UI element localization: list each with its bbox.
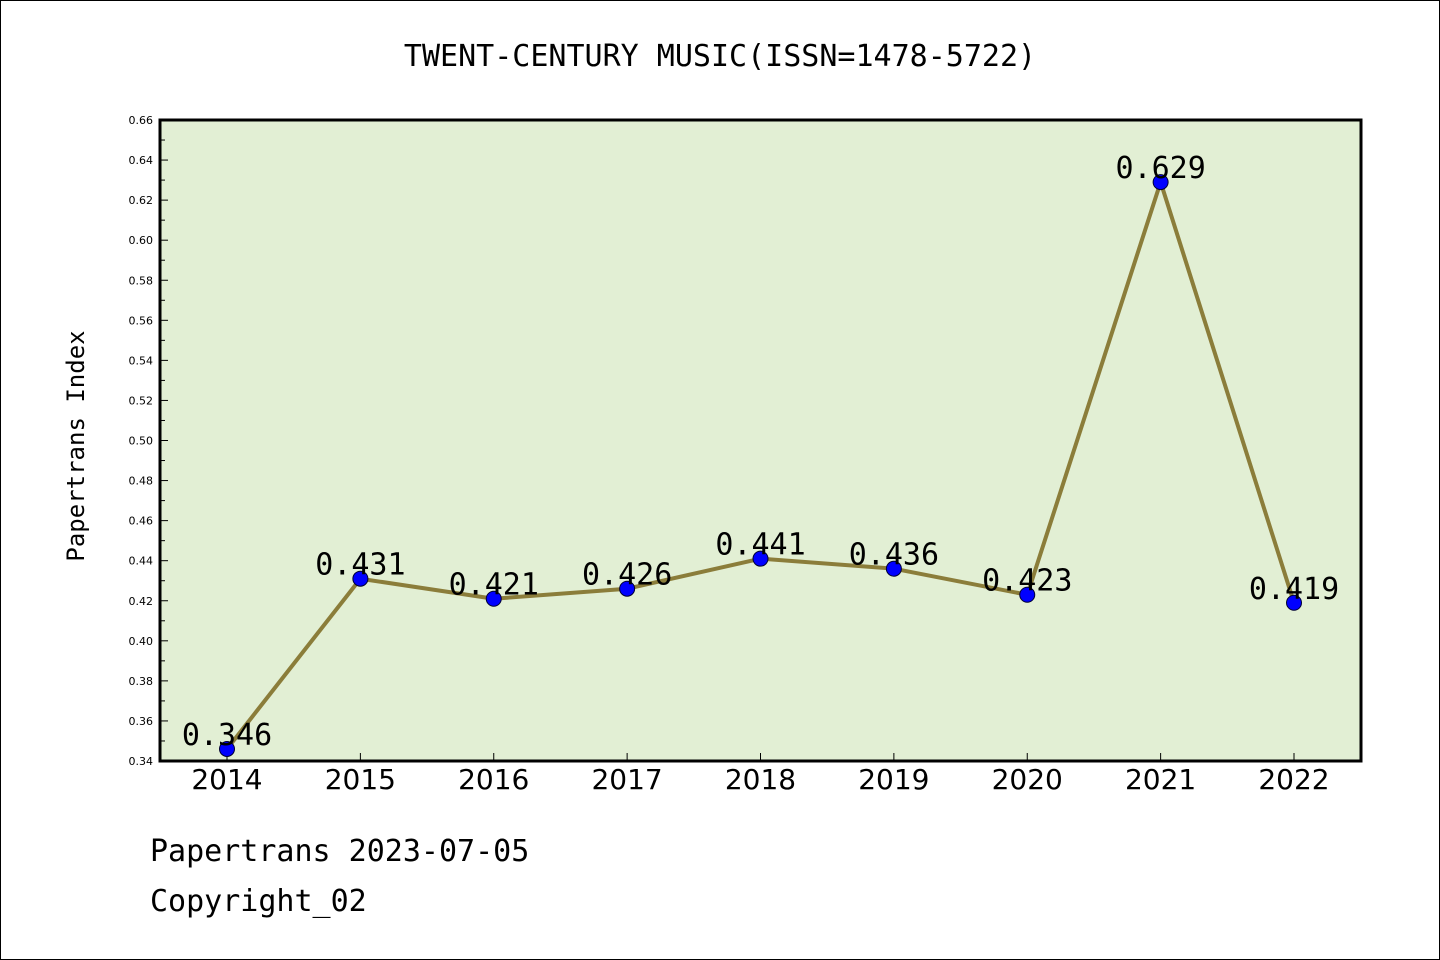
data-label: 0.441	[715, 528, 805, 563]
data-point-marker	[485, 590, 502, 607]
data-label: 0.431	[315, 548, 405, 583]
footer-copyright: Copyright_02	[150, 884, 367, 919]
footer-date: Papertrans 2023-07-05	[150, 834, 530, 869]
series-line-segment	[758, 556, 896, 571]
data-point-marker	[619, 580, 636, 597]
y-tick-label: 0.40	[129, 635, 154, 648]
x-tick-label: 2018	[725, 763, 796, 796]
x-tick-label: 2020	[992, 763, 1063, 796]
x-tick-label: 2019	[858, 763, 929, 796]
x-tick-label: 2017	[591, 763, 662, 796]
data-labels: 0.346 0.431 0.421 0.426 0.441 0.436 0.423 0.629…	[182, 151, 1339, 753]
y-tick-label: 0.58	[129, 274, 154, 287]
y-tick-label: 0.36	[129, 715, 154, 728]
data-point-marker	[1286, 594, 1302, 611]
x-axis-ticks: 2014 2015 2016 2017 2018 2019 2020 2021 2022	[191, 753, 1330, 796]
y-tick-label: 0.62	[129, 194, 154, 207]
data-label: 0.423	[982, 564, 1072, 599]
y-tick-label: 0.38	[129, 675, 154, 688]
data-points	[219, 174, 1302, 757]
data-label: 0.629	[1115, 151, 1205, 186]
series-line-segment	[491, 586, 630, 601]
plot-area	[158, 118, 1363, 763]
y-tick-label: 0.34	[129, 755, 154, 768]
y-tick-label: 0.54	[129, 354, 154, 367]
y-tick-label: 0.60	[129, 234, 154, 247]
series-line-segment	[1025, 180, 1163, 597]
data-label: 0.426	[582, 558, 672, 593]
series-line-segment	[1158, 180, 1296, 605]
y-tick-label: 0.64	[129, 154, 154, 167]
data-point-marker	[1152, 174, 1169, 191]
series-line-segment	[358, 576, 496, 601]
x-tick-label: 2015	[325, 763, 396, 796]
y-axis-ticks: 0.34 0.36 0.38 0.40 0.42 0.44 0.46 0.48 0.50 0.52…	[129, 114, 168, 768]
x-tick-label: 2016	[458, 763, 529, 796]
x-tick-label: 2021	[1125, 763, 1196, 796]
x-tick-label: 2014	[191, 763, 262, 796]
data-label: 0.421	[449, 568, 539, 603]
y-tick-label: 0.52	[129, 394, 154, 407]
y-tick-label: 0.66	[129, 114, 154, 127]
y-tick-label: 0.44	[129, 555, 154, 568]
data-label: 0.436	[849, 538, 939, 573]
data-point-marker	[352, 570, 369, 587]
data-point-marker	[1019, 586, 1036, 603]
data-point-marker	[752, 550, 769, 567]
data-point-marker	[219, 740, 235, 757]
y-tick-label: 0.56	[129, 314, 154, 327]
series-line-segment	[225, 576, 363, 751]
x-tick-label: 2022	[1258, 763, 1329, 796]
y-tick-label: 0.48	[129, 475, 154, 488]
series-line-segment	[625, 556, 763, 591]
y-tick-label: 0.46	[129, 515, 154, 528]
series-line-group	[225, 180, 1296, 751]
data-label: 0.346	[182, 718, 272, 753]
series-line-segment	[891, 566, 1030, 597]
chart-title: TWENT-CENTURY MUSIC(ISSN=1478-5722)	[404, 39, 1036, 74]
data-point-marker	[885, 560, 902, 577]
data-label: 0.419	[1249, 572, 1339, 607]
y-tick-label: 0.50	[129, 435, 154, 448]
y-tick-label: 0.42	[129, 595, 154, 608]
y-axis-label: Papertrans Index	[62, 330, 90, 561]
